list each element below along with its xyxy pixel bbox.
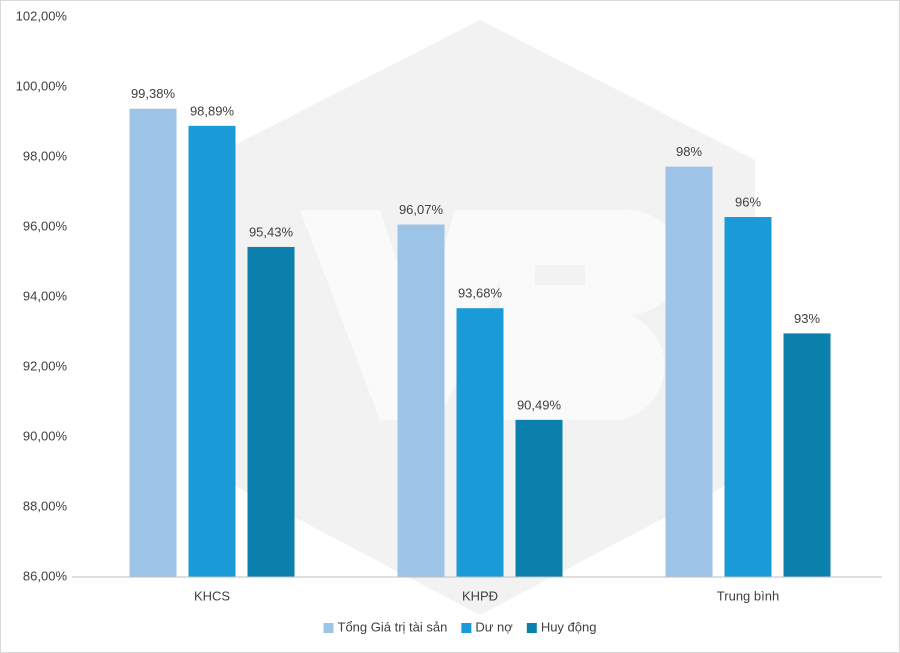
bar — [515, 419, 563, 577]
x-tick-label: KHPĐ — [462, 588, 498, 603]
legend-label: Tổng Giá trị tài sản — [338, 619, 448, 634]
data-label: 96% — [735, 194, 761, 209]
x-tick-label: KHCS — [194, 588, 230, 603]
legend-swatch — [526, 623, 537, 633]
data-label: 95,43% — [249, 224, 294, 239]
bar — [724, 217, 772, 577]
y-tick-label: 98,00% — [23, 148, 68, 163]
y-tick-label: 92,00% — [23, 358, 68, 373]
data-label: 98,89% — [190, 103, 235, 118]
bar — [783, 333, 831, 577]
data-label: 93% — [794, 311, 820, 326]
legend-label: Huy động — [541, 619, 597, 634]
y-tick-label: 86,00% — [23, 568, 68, 583]
y-tick-label: 102,00% — [16, 8, 68, 23]
legend-swatch — [461, 623, 472, 633]
x-tick-label: Trung bình — [717, 588, 779, 603]
bar — [188, 125, 236, 577]
legend-swatch — [323, 623, 334, 633]
y-tick-label: 88,00% — [23, 498, 68, 513]
data-label: 93,68% — [458, 286, 503, 301]
bar — [665, 166, 713, 577]
legend-label: Dư nợ — [475, 619, 513, 634]
bar — [247, 246, 295, 577]
data-label: 96,07% — [399, 202, 444, 217]
bar — [456, 308, 504, 577]
data-label: 90,49% — [517, 397, 562, 412]
data-label: 98% — [676, 144, 702, 159]
bar — [129, 108, 177, 577]
data-label: 99,38% — [131, 86, 176, 101]
y-tick-label: 100,00% — [16, 78, 68, 93]
y-tick-label: 94,00% — [23, 288, 68, 303]
y-tick-label: 96,00% — [23, 218, 68, 233]
bar — [397, 224, 445, 578]
y-tick-label: 90,00% — [23, 428, 68, 443]
